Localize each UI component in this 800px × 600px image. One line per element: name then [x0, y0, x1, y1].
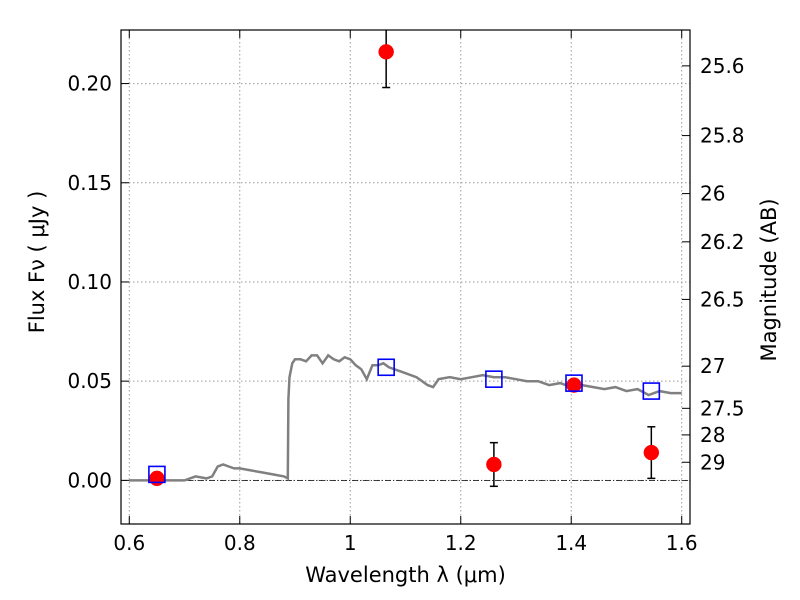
model-photometry-square [642, 382, 661, 400]
observed-flux-points [149, 44, 660, 487]
y2-tick-label: 27.5 [700, 396, 745, 420]
y2-tick-label: 29 [700, 450, 725, 474]
x-tick-label: 0.8 [224, 531, 256, 555]
model-photometry-square [377, 358, 395, 377]
axes: 0.6 0.8 1 1.2 1.4 1.6 0.00 0.05 0.10 0.15 0.20 25.6… [67, 30, 745, 555]
model-photometry-square [148, 465, 166, 484]
x-tick-label: 1.2 [445, 531, 477, 555]
y2-tick-label: 25.6 [700, 54, 745, 78]
y-tick-label: 0.00 [67, 468, 112, 492]
error-bars [152, 30, 656, 488]
y-tick-label: 0.15 [67, 171, 112, 195]
observed-flux-point [149, 470, 165, 487]
y-tick-label: 0.10 [67, 270, 112, 294]
x-tick-label: 1.6 [666, 531, 698, 555]
y2-axis-title: Magnitude (AB) [757, 198, 781, 361]
x-axis-title: Wavelength λ (μm) [305, 563, 506, 587]
model-photometry-points [148, 358, 661, 484]
x-tick-label: 1.4 [555, 531, 587, 555]
y2-tick-label: 26.5 [700, 287, 745, 311]
model-spectrum-line [129, 353, 682, 482]
model-photometry-square [565, 374, 583, 392]
y2-tick-label: 25.8 [700, 124, 745, 148]
observed-flux-point [643, 444, 660, 461]
model-photometry-square [485, 370, 503, 388]
x-tick-label: 1 [344, 531, 357, 555]
y-tick-label: 0.05 [67, 369, 112, 393]
plot-frame [120, 29, 691, 525]
x-tick-label: 0.6 [113, 531, 145, 555]
y-axis-title: Flux Fν ( μJy ) [25, 191, 49, 334]
observed-flux-point [378, 44, 394, 60]
y2-tick-label: 28 [700, 423, 725, 447]
y2-tick-label: 26.2 [700, 230, 745, 254]
y2-tick-label: 27 [700, 354, 725, 378]
y2-tick-label: 26 [700, 182, 725, 206]
grid [121, 30, 690, 524]
y-tick-label: 0.20 [67, 72, 112, 96]
observed-flux-point [486, 456, 502, 473]
